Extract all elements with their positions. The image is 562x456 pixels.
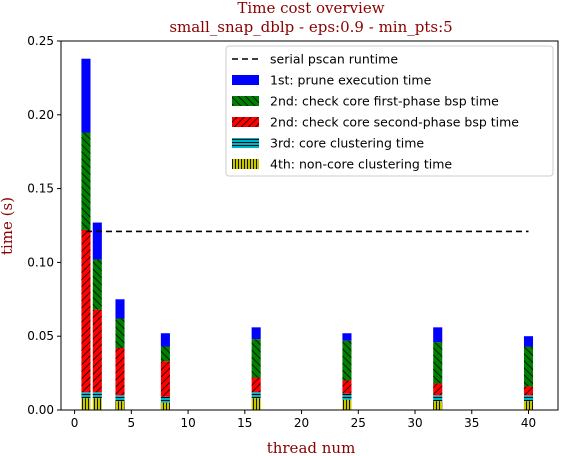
bar-segment [251, 339, 261, 378]
bar-segment [433, 327, 443, 343]
bar-segment [342, 340, 352, 381]
bar-segment [92, 259, 102, 310]
bar-segment [115, 401, 125, 410]
bar-segment [342, 399, 352, 410]
x-tick-label: 20 [294, 416, 309, 430]
y-tick-label: 0.20 [27, 108, 54, 122]
x-tick-label: 15 [237, 416, 252, 430]
bar-segment [251, 392, 261, 399]
x-tick-label: 0 [71, 416, 79, 430]
bar-segment [81, 132, 91, 230]
bar-segment [433, 383, 443, 396]
legend-item: 1st: prune execution time [232, 73, 432, 88]
x-axis-ticks: 0 5 10 15 20 25 30 35 40 [71, 410, 536, 430]
y-tick-label: 0.10 [27, 255, 54, 269]
bar-segment [251, 398, 261, 410]
legend-frame [225, 45, 554, 177]
legend-label: 2nd: check core second-phase bsp time [270, 115, 519, 130]
x-axis-label: thread num [267, 439, 356, 456]
legend-label: serial pscan runtime [270, 52, 398, 67]
bar-segment [342, 380, 352, 394]
legend-item: 4th: non-core clustering time [232, 157, 452, 172]
legend-item: 3rd: core clustering time [232, 136, 424, 151]
legend-swatch [232, 138, 259, 148]
x-tick-label: 30 [407, 416, 422, 430]
bar-segment [81, 398, 91, 410]
bar-segment [523, 346, 534, 387]
bar-segment [160, 396, 170, 403]
bar-segment [81, 58, 91, 133]
x-tick-label: 25 [351, 416, 366, 430]
plot-frame [60, 40, 559, 411]
bar-segment [523, 386, 534, 396]
x-tick-label: 5 [128, 416, 136, 430]
bar-segment [433, 342, 443, 384]
bar-segment [342, 393, 352, 400]
bar-segment [523, 395, 534, 402]
bar-segment [251, 377, 261, 393]
bar-segment [81, 229, 91, 393]
legend-item: 2nd: check core second-phase bsp time [232, 115, 519, 130]
legend-label: 3rd: core clustering time [270, 136, 424, 151]
legend: serial pscan runtime 1st: prune execution… [225, 45, 554, 177]
bar-segment [342, 333, 352, 341]
bar-segment [92, 309, 102, 393]
bar-segment [115, 318, 125, 349]
bar-segment [115, 299, 125, 319]
bar-segment [160, 333, 170, 347]
bar-segment [160, 361, 170, 397]
bar-segment [92, 222, 102, 260]
y-axis-ticks: 0.00 0.05 0.10 0.15 0.20 0.25 [27, 34, 61, 417]
bar-segment [523, 401, 534, 410]
legend-label: 4th: non-core clustering time [270, 157, 452, 172]
bar-segment [92, 392, 102, 399]
y-axis-label: time (s) [0, 197, 16, 255]
x-tick-label: 40 [521, 416, 536, 430]
legend-label: 1st: prune execution time [270, 73, 432, 88]
y-tick-label: 0.25 [27, 34, 54, 48]
legend-item: 2nd: check core first-phase bsp time [232, 94, 499, 109]
bar-segment [81, 392, 91, 399]
bar-segment [92, 398, 102, 410]
legend-swatch [232, 96, 259, 106]
y-tick-label: 0.05 [27, 329, 54, 343]
legend-swatch [232, 117, 259, 127]
legend-label: 2nd: check core first-phase bsp time [270, 94, 499, 109]
bar-segment [160, 346, 170, 362]
chart-title: Time cost overview [237, 0, 384, 17]
chart-subtitle: small_snap_dblp - eps:0.9 - min_pts:5 [169, 18, 452, 36]
y-tick-label: 0.15 [27, 182, 54, 196]
legend-swatch [232, 75, 259, 85]
y-tick-label: 0.00 [27, 403, 54, 417]
x-tick-label: 10 [180, 416, 195, 430]
bar-segment [115, 348, 125, 396]
bar-segment [523, 336, 534, 347]
legend-item: serial pscan runtime [232, 52, 398, 67]
bar-segment [251, 327, 261, 340]
bar-segment [115, 395, 125, 402]
x-tick-label: 35 [464, 416, 479, 430]
bar-segment [433, 401, 443, 410]
legend-swatch [232, 159, 259, 169]
bar-stack-group [81, 58, 534, 410]
bar-segment [433, 395, 443, 402]
bar-segment [160, 402, 170, 410]
